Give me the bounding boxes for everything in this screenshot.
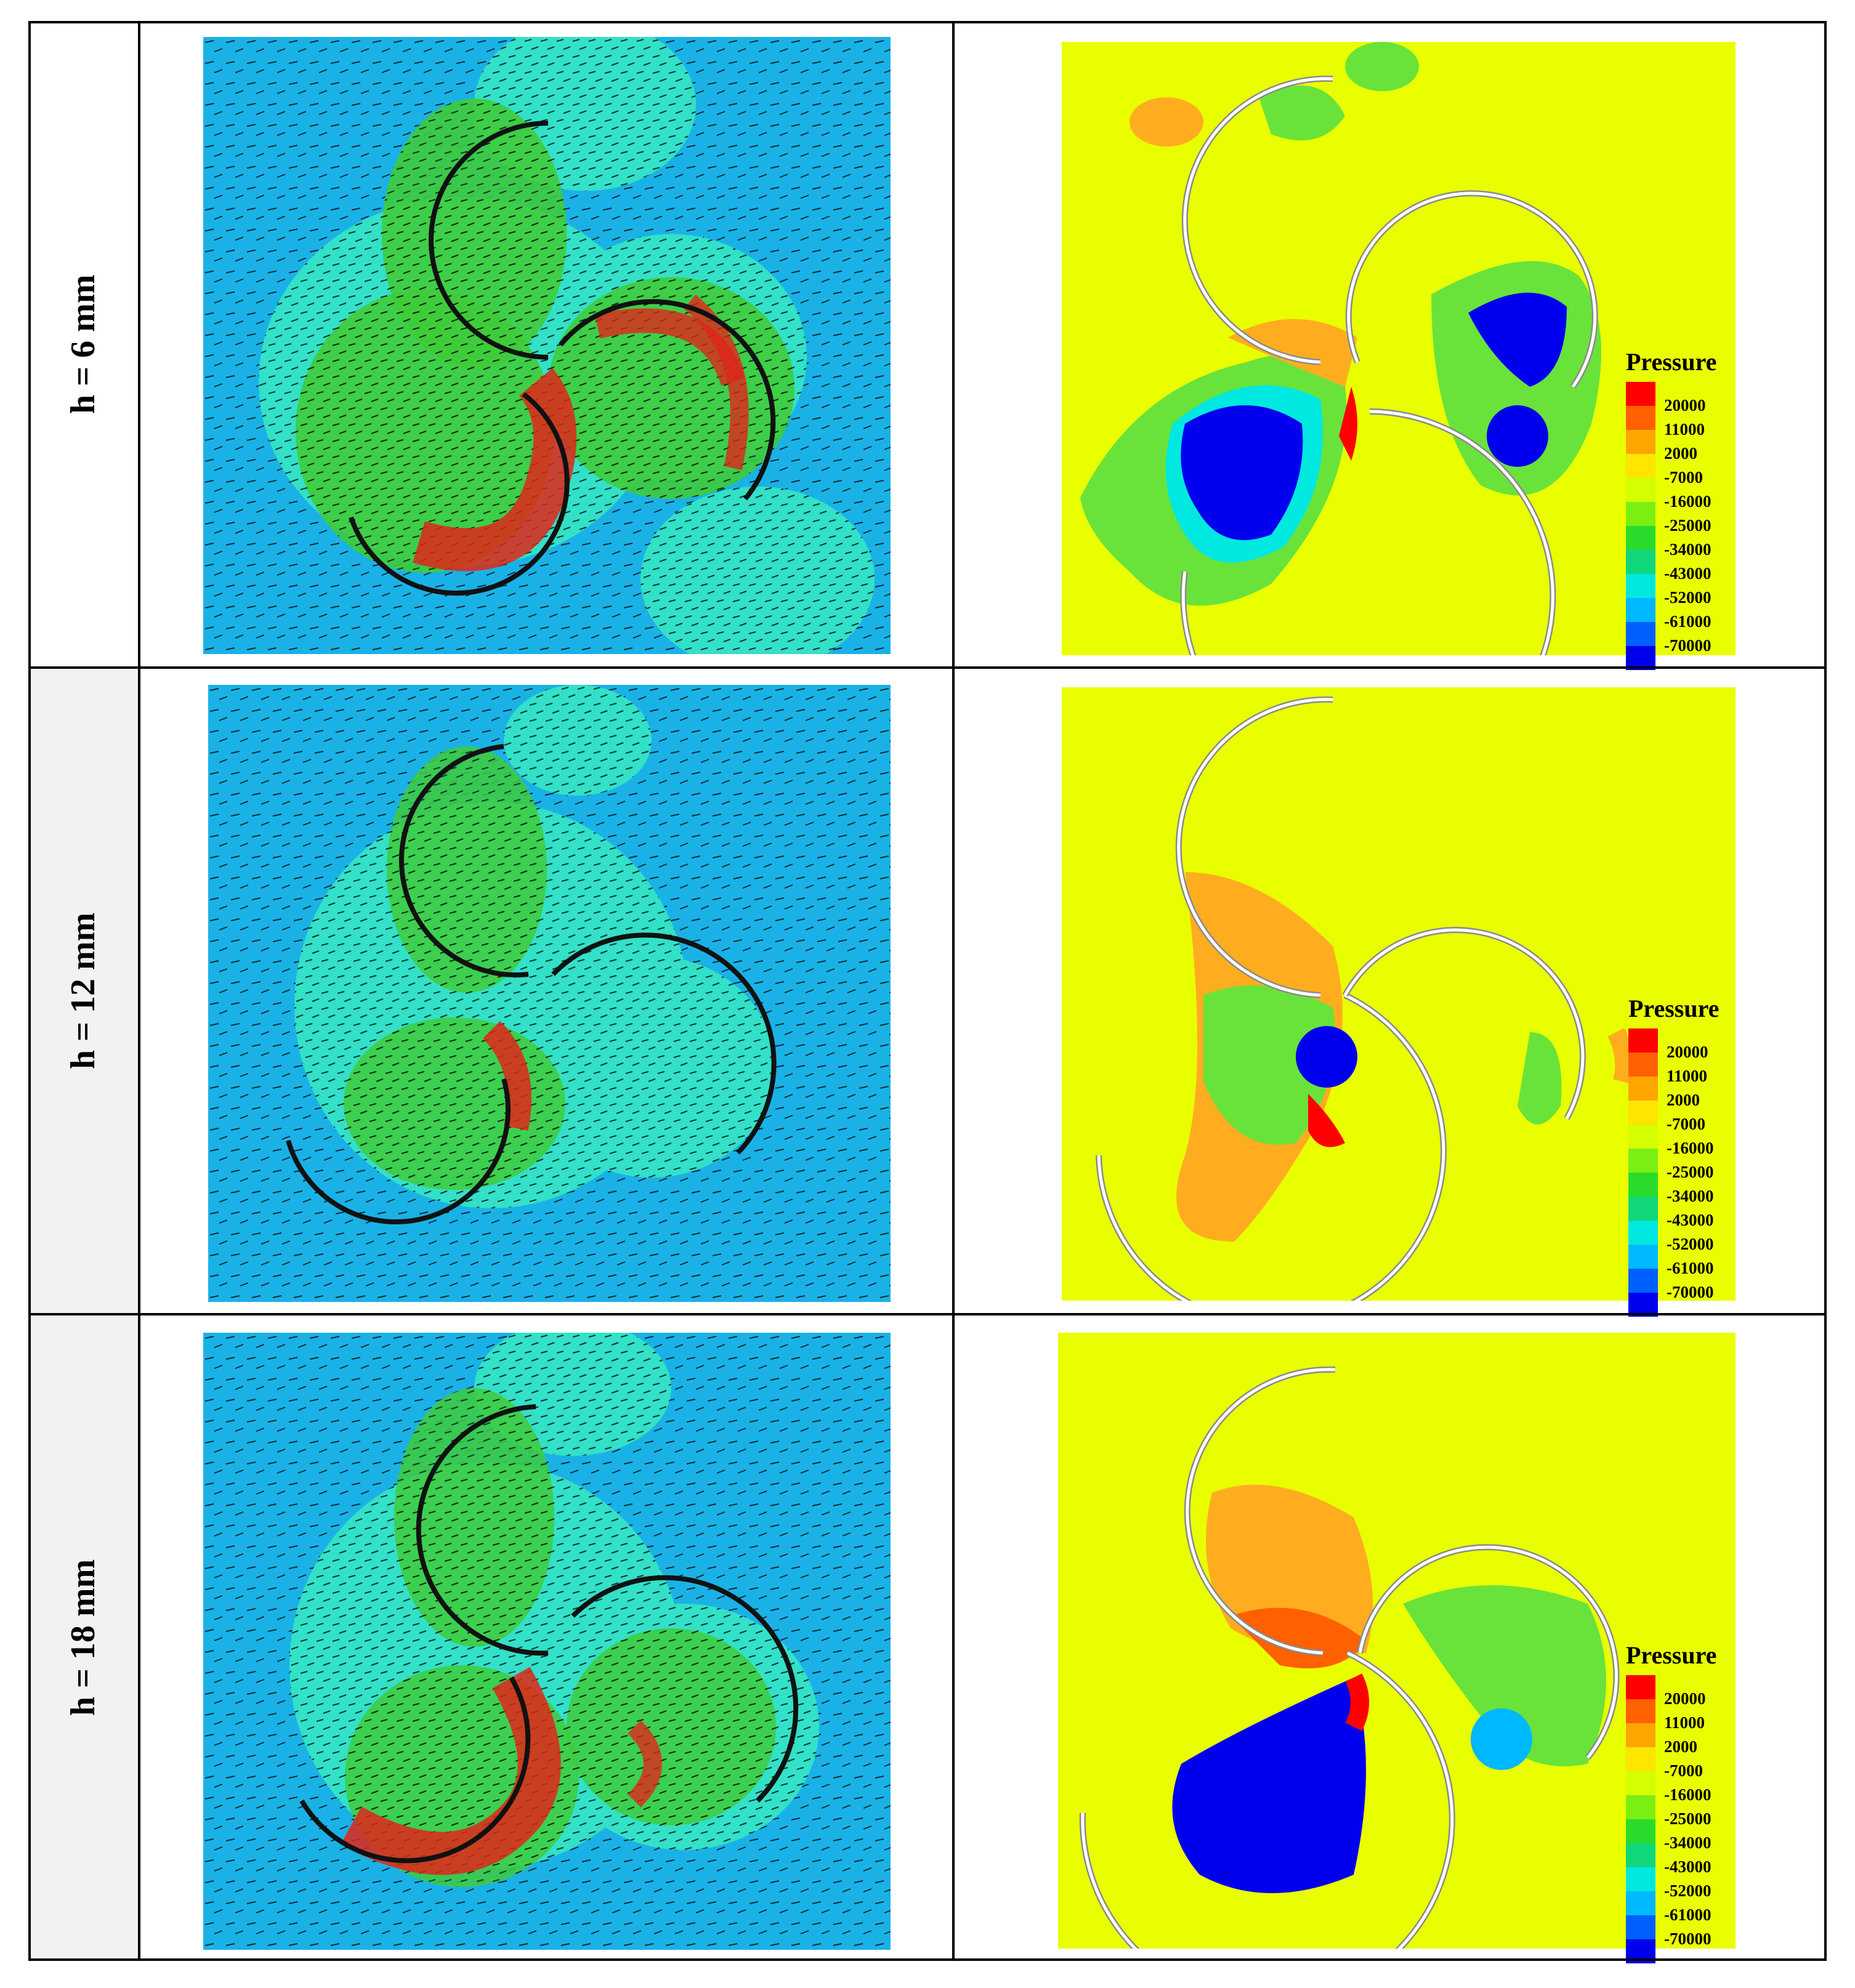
legend-swatch <box>1626 382 1655 406</box>
legend-swatch <box>1626 502 1655 526</box>
legend-level-label: 20000 <box>1667 1043 1708 1061</box>
pressure-panel-h12 <box>1062 687 1736 1301</box>
legend-swatch <box>1628 1173 1658 1197</box>
legend-level-label: -43000 <box>1664 1857 1712 1876</box>
legend-level-label: -61000 <box>1667 1259 1714 1277</box>
legend-level-label: -34000 <box>1664 1833 1712 1852</box>
pressure-legend-h12: Pressure 20000 11000 2000 -7000 -16000 -25000 -… <box>1628 994 1733 1317</box>
velocity-panel-h18 <box>203 1333 891 1950</box>
legend-swatch <box>1626 1915 1655 1939</box>
row-label-h6: h = 6 mm <box>64 274 102 414</box>
legend-swatch <box>1628 1269 1658 1293</box>
velocity-panel-h12 <box>208 685 891 1302</box>
legend-title: Pressure <box>1628 995 1720 1022</box>
legend-level-label: -52000 <box>1664 1881 1712 1900</box>
legend-swatch <box>1626 1819 1655 1843</box>
table-border-row1 <box>28 666 1827 669</box>
legend-swatch <box>1626 1699 1655 1723</box>
legend-swatch <box>1628 1101 1658 1125</box>
legend-level-label: -7000 <box>1667 1115 1705 1133</box>
table-border-top <box>28 21 1827 23</box>
legend-swatch <box>1626 598 1655 622</box>
legend-swatch <box>1626 622 1655 646</box>
legend-level-label: -70000 <box>1664 636 1712 655</box>
legend-swatch <box>1626 1747 1655 1771</box>
legend-level-label: -34000 <box>1667 1187 1714 1205</box>
legend-swatch <box>1626 406 1655 430</box>
legend-level-label: -70000 <box>1664 1929 1712 1948</box>
row-label-cell-2: h = 12 mm <box>28 668 138 1314</box>
legend-level-label: -52000 <box>1667 1235 1714 1253</box>
table-border-col2 <box>952 21 955 1961</box>
legend-level-label: -61000 <box>1664 1905 1712 1924</box>
legend-swatch <box>1626 478 1655 502</box>
legend-swatch <box>1628 1245 1658 1269</box>
legend-swatch <box>1626 1675 1655 1699</box>
legend-level-label: -43000 <box>1664 564 1712 583</box>
legend-level-label: 20000 <box>1664 1689 1706 1708</box>
legend-swatch <box>1628 1197 1658 1221</box>
table-border-col1 <box>138 21 140 1961</box>
legend-swatch <box>1628 1077 1658 1101</box>
legend-swatch <box>1626 1891 1655 1915</box>
legend-swatch <box>1628 1221 1658 1245</box>
legend-level-label: -16000 <box>1664 1785 1712 1804</box>
table-border-left <box>28 21 31 1961</box>
legend-swatch <box>1626 1771 1655 1795</box>
pressure-panel-h6 <box>1062 42 1736 655</box>
legend-level-label: -25000 <box>1667 1163 1714 1181</box>
figure-table: h = 6 mm h = 12 mm h = 18 mm <box>28 21 1827 1963</box>
legend-level-label: -7000 <box>1664 1761 1703 1780</box>
legend-level-label: 11000 <box>1667 1067 1708 1085</box>
legend-level-label: 20000 <box>1664 396 1706 414</box>
row-label-cell-3: h = 18 mm <box>28 1314 138 1961</box>
legend-level-label: -34000 <box>1664 540 1712 559</box>
legend-level-label: -25000 <box>1664 1809 1712 1828</box>
row-label-cell-1: h = 6 mm <box>28 21 138 668</box>
legend-level-label: 2000 <box>1664 444 1697 463</box>
legend-swatch <box>1626 574 1655 598</box>
legend-level-label: 11000 <box>1664 420 1705 438</box>
legend-swatch <box>1626 1795 1655 1819</box>
legend-swatch <box>1626 646 1655 670</box>
legend-level-label: -61000 <box>1664 612 1712 631</box>
row-label-h12: h = 12 mm <box>64 912 102 1070</box>
table-border-right <box>1824 21 1827 1961</box>
legend-swatch <box>1626 430 1655 454</box>
table-border-bottom <box>28 1958 1827 1961</box>
legend-swatch <box>1628 1293 1658 1317</box>
pressure-legend-h6: Pressure 20000 11000 2000 -7000 -16000 -25000 -… <box>1626 347 1731 670</box>
legend-swatch <box>1628 1028 1658 1053</box>
legend-level-label: 2000 <box>1664 1737 1697 1756</box>
legend-level-label: -7000 <box>1664 468 1703 487</box>
legend-level-label: -43000 <box>1667 1211 1714 1229</box>
legend-level-label: -16000 <box>1664 492 1712 511</box>
legend-level-label: -25000 <box>1664 516 1712 535</box>
pressure-legend-h18: Pressure 20000 11000 2000 -7000 -16000 -25000 -… <box>1626 1641 1731 1963</box>
legend-swatch <box>1626 1723 1655 1747</box>
legend-swatch <box>1626 454 1655 478</box>
legend-swatch <box>1628 1125 1658 1149</box>
legend-swatch <box>1626 526 1655 550</box>
legend-swatch <box>1626 1843 1655 1867</box>
legend-swatch <box>1626 550 1655 574</box>
row-label-h18: h = 18 mm <box>64 1559 102 1716</box>
legend-level-label: 2000 <box>1667 1091 1700 1109</box>
legend-level-label: -52000 <box>1664 588 1712 607</box>
legend-level-label: -16000 <box>1667 1139 1714 1157</box>
legend-swatch <box>1628 1053 1658 1077</box>
legend-swatch <box>1626 1867 1655 1891</box>
legend-title: Pressure <box>1626 1641 1717 1669</box>
table-border-row2 <box>28 1313 1827 1315</box>
legend-title: Pressure <box>1626 348 1717 376</box>
legend-level-label: -70000 <box>1667 1283 1714 1301</box>
velocity-panel-h6 <box>203 37 891 654</box>
legend-level-label: 11000 <box>1664 1713 1705 1732</box>
legend-swatch <box>1628 1149 1658 1173</box>
pressure-panel-h18 <box>1058 1333 1736 1949</box>
